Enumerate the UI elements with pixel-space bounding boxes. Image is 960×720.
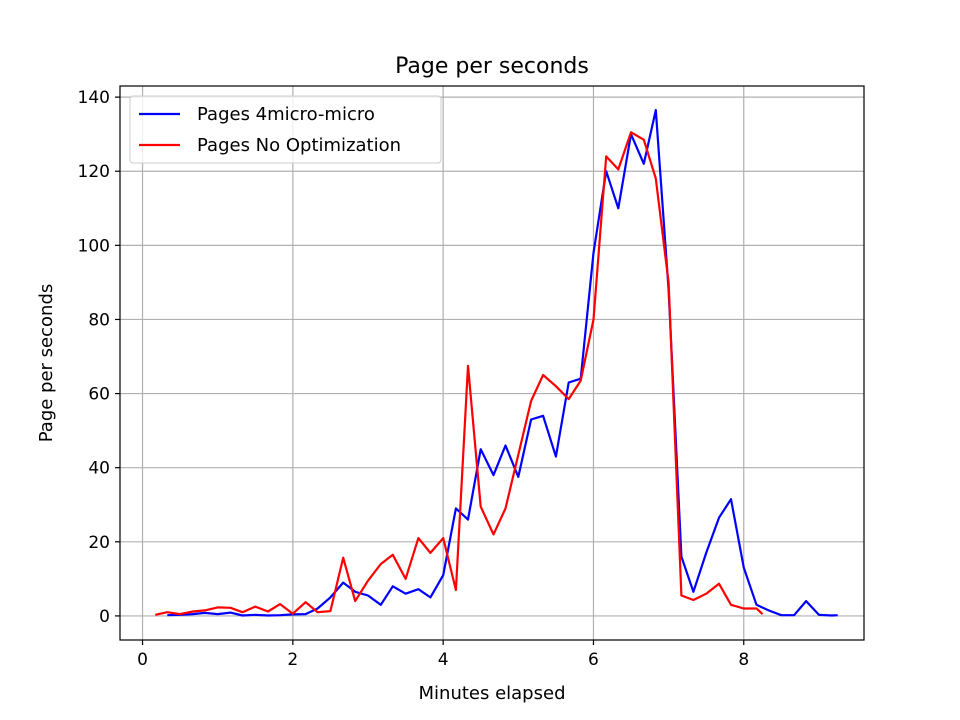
grid-lines: [120, 86, 864, 640]
series-line-2: [155, 131, 764, 616]
y-tick-label: 80: [88, 310, 110, 330]
x-tick-label: 4: [438, 650, 449, 670]
legend-label-1: Pages 4micro-micro: [197, 104, 375, 125]
x-tick-label: 2: [287, 650, 298, 670]
chart-title: Page per seconds: [395, 54, 589, 79]
legend-box: [129, 95, 442, 164]
x-tick-label: 8: [738, 650, 749, 670]
series-line-1: [167, 108, 838, 617]
y-tick-label: 100: [78, 236, 110, 256]
y-tick-label: 40: [88, 459, 110, 479]
y-axis-ticks: 0 20 40 60 80 100 120 140: [78, 88, 120, 627]
x-tick-label: 0: [137, 650, 148, 670]
y-tick-label: 120: [78, 162, 110, 182]
y-tick-label: 20: [88, 533, 110, 553]
x-axis-ticks: 0 2 4 6 8: [137, 640, 749, 670]
x-axis-label: Minutes elapsed: [419, 683, 566, 704]
x-tick-label: 6: [588, 650, 599, 670]
legend: Pages 4micro-micro Pages No Optimization: [129, 95, 442, 164]
series-layer: [155, 108, 838, 617]
y-tick-label: 0: [99, 607, 110, 627]
legend-label-2: Pages No Optimization: [197, 135, 401, 156]
plot-frame: [119, 85, 865, 641]
y-tick-label: 140: [78, 88, 110, 108]
y-tick-label: 60: [88, 385, 110, 405]
y-axis-label: Page per seconds: [36, 284, 57, 443]
